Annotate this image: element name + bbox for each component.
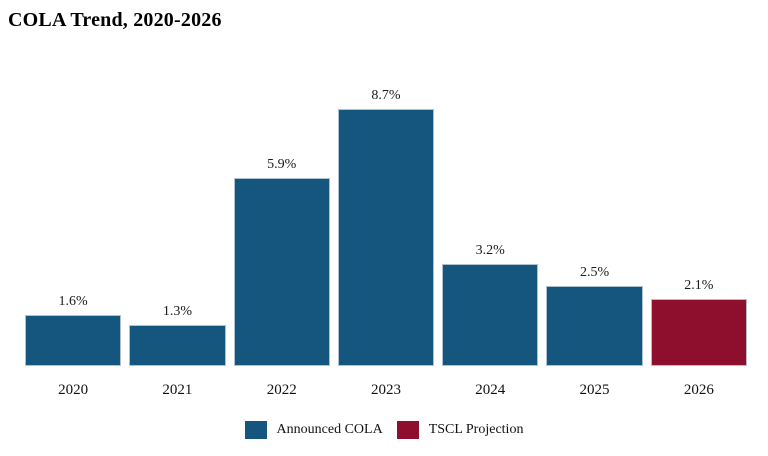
legend-swatch-announced (244, 421, 267, 439)
bar-group-2025: 2.5% 2025 (546, 88, 643, 399)
value-label-2022: 5.9% (267, 157, 297, 172)
category-label-2020: 2020 (58, 382, 89, 398)
bar-2020 (25, 315, 122, 366)
bar-group-2026: 2.1% 2026 (650, 88, 747, 399)
bar-group-2023: 8.7% 2023 (337, 88, 435, 399)
value-label-2021: 1.3% (162, 304, 192, 319)
category-label-2023: 2023 (370, 382, 401, 398)
value-label-2026: 2.1% (684, 278, 714, 293)
value-label-2020: 1.6% (58, 294, 88, 309)
chart-title: COLA Trend, 2020-2026 (8, 9, 222, 31)
chart-legend: Announced COLA TSCL Projection (8, 421, 760, 439)
bar-2021 (129, 325, 226, 366)
bar-chart-plot-area: 1.6% 2020 1.3% 2021 5.9% 2022 8.7% 2023 3.2% 2024… (25, 88, 747, 399)
category-label-2021: 2021 (162, 382, 193, 398)
bar-2025 (546, 286, 643, 366)
legend-item-projection: TSCL Projection (396, 421, 524, 439)
bar-group-2020: 1.6% 2020 (25, 88, 122, 399)
bar-2023 (337, 109, 435, 366)
category-label-2026: 2026 (683, 382, 714, 398)
bar-group-2022: 5.9% 2022 (233, 88, 330, 399)
value-label-2025: 2.5% (579, 265, 610, 280)
legend-item-announced: Announced COLA (244, 421, 383, 439)
bar-2026 (650, 299, 747, 366)
category-label-2022: 2022 (266, 382, 297, 398)
bar-2022 (233, 178, 330, 366)
legend-swatch-projection (396, 421, 419, 439)
legend-label-projection: TSCL Projection (428, 422, 524, 437)
bar-group-2024: 3.2% 2024 (442, 88, 539, 399)
bar-2024 (442, 264, 539, 366)
category-label-2024: 2024 (475, 382, 506, 398)
value-label-2024: 3.2% (475, 243, 505, 258)
bar-group-2021: 1.3% 2021 (129, 88, 226, 399)
category-label-2025: 2025 (579, 382, 610, 398)
value-label-2023: 8.7% (371, 88, 401, 103)
legend-label-announced: Announced COLA (276, 422, 383, 437)
